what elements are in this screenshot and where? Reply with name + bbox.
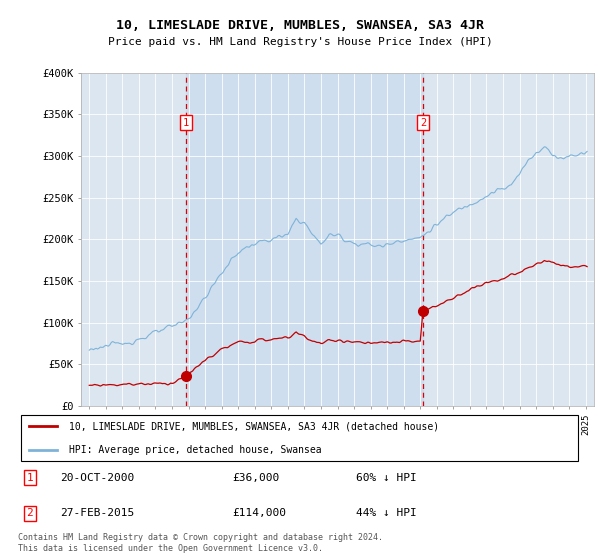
- Bar: [186, 73, 423, 406]
- Text: £114,000: £114,000: [232, 508, 286, 518]
- Text: Price paid vs. HM Land Registry's House Price Index (HPI): Price paid vs. HM Land Registry's House …: [107, 37, 493, 47]
- Text: 20-OCT-2000: 20-OCT-2000: [60, 473, 134, 483]
- Text: 1: 1: [26, 473, 33, 483]
- Text: 44% ↓ HPI: 44% ↓ HPI: [356, 508, 417, 518]
- Text: £36,000: £36,000: [232, 473, 280, 483]
- Text: HPI: Average price, detached house, Swansea: HPI: Average price, detached house, Swan…: [69, 445, 322, 455]
- Text: Contains HM Land Registry data © Crown copyright and database right 2024.
This d: Contains HM Land Registry data © Crown c…: [18, 533, 383, 553]
- Text: 60% ↓ HPI: 60% ↓ HPI: [356, 473, 417, 483]
- Text: 10, LIMESLADE DRIVE, MUMBLES, SWANSEA, SA3 4JR: 10, LIMESLADE DRIVE, MUMBLES, SWANSEA, S…: [116, 18, 484, 32]
- Text: 1: 1: [182, 118, 189, 128]
- Text: 10, LIMESLADE DRIVE, MUMBLES, SWANSEA, SA3 4JR (detached house): 10, LIMESLADE DRIVE, MUMBLES, SWANSEA, S…: [69, 421, 439, 431]
- Text: 2: 2: [26, 508, 33, 518]
- Text: 2: 2: [420, 118, 426, 128]
- Text: 27-FEB-2015: 27-FEB-2015: [60, 508, 134, 518]
- FancyBboxPatch shape: [21, 416, 578, 461]
